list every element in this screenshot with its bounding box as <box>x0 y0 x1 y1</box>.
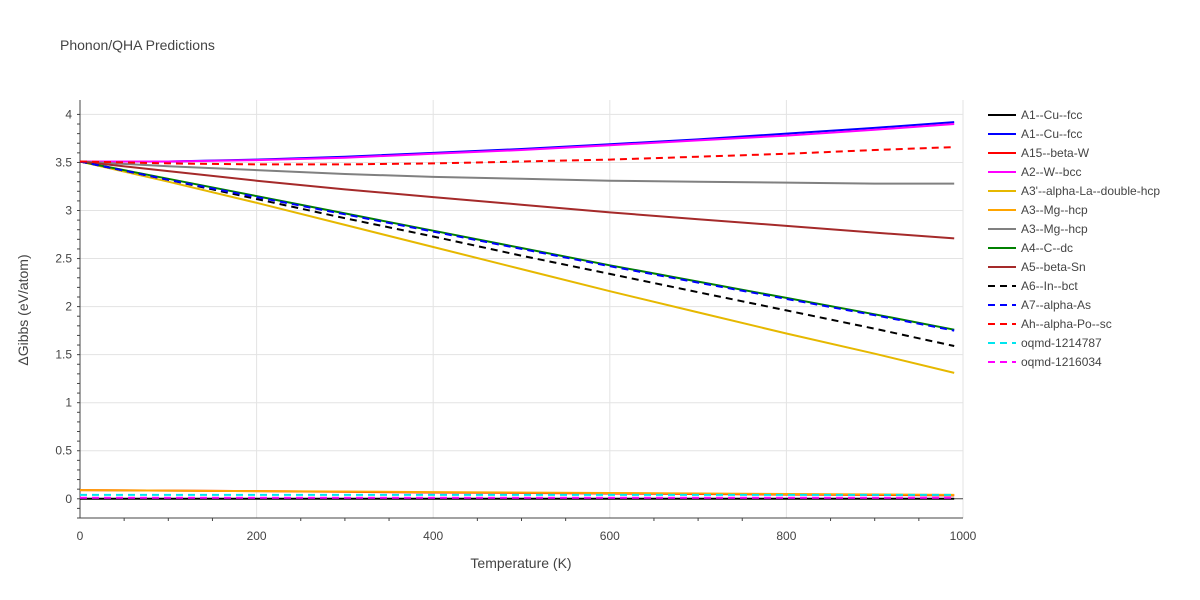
y-axis-title: ΔGibbs (eV/atom) <box>15 254 31 365</box>
plot-area[interactable] <box>79 121 955 500</box>
legend-label: A1--Cu--fcc <box>1021 108 1082 122</box>
y-tick-label: 1 <box>65 396 72 410</box>
legend-label: A3--Mg--hcp <box>1021 222 1088 236</box>
x-tick-label: 200 <box>247 529 267 543</box>
x-tick-label: 0 <box>77 529 84 543</box>
y-tick-label: 1.5 <box>55 348 72 362</box>
y-tick-label: 2 <box>65 300 72 314</box>
y-tick-label: 3.5 <box>55 155 72 169</box>
grid <box>80 100 964 518</box>
legend-label: A3--Mg--hcp <box>1021 203 1088 217</box>
legend-label: oqmd-1214787 <box>1021 336 1102 350</box>
x-tick-label: 600 <box>600 529 620 543</box>
legend-label: A3'--alpha-La--double-hcp <box>1021 184 1160 198</box>
y-tick-label: 0.5 <box>55 444 72 458</box>
legend-label: A6--In--bct <box>1021 279 1078 293</box>
legend-label: oqmd-1216034 <box>1021 355 1102 369</box>
legend-label: A5--beta-Sn <box>1021 260 1086 274</box>
series-line <box>79 160 955 185</box>
x-tick-label: 800 <box>776 529 796 543</box>
series-line <box>79 160 955 240</box>
series-line <box>79 160 955 374</box>
legend[interactable]: A1--Cu--fcc A1--Cu--fcc A15--beta-W A2--W--… <box>988 108 1160 369</box>
legend-label: A1--Cu--fcc <box>1021 127 1082 141</box>
series-line <box>79 160 955 347</box>
legend-label: A7--alpha-As <box>1021 298 1091 312</box>
y-tick-label: 0 <box>65 492 72 506</box>
legend-label: Ah--alpha-Po--sc <box>1021 317 1112 331</box>
x-axis-title: Temperature (K) <box>470 555 571 571</box>
x-tick-label: 1000 <box>950 529 977 543</box>
x-tick-label: 400 <box>423 529 443 543</box>
legend-label: A2--W--bcc <box>1021 165 1081 179</box>
y-tick-label: 4 <box>65 107 72 121</box>
series-line <box>79 146 955 166</box>
legend-label: A4--C--dc <box>1021 241 1073 255</box>
series-line <box>79 160 955 332</box>
legend-label: A15--beta-W <box>1021 146 1090 160</box>
chart-title: Phonon/QHA Predictions <box>60 37 215 53</box>
series-line <box>80 123 955 163</box>
y-tick-label: 2.5 <box>55 252 72 266</box>
y-tick-label: 3 <box>65 204 72 218</box>
tick-labels: 0 200 400 600 800 1000 0 0.5 1 1.5 2 2.5 3 3.5 4 <box>55 107 976 543</box>
